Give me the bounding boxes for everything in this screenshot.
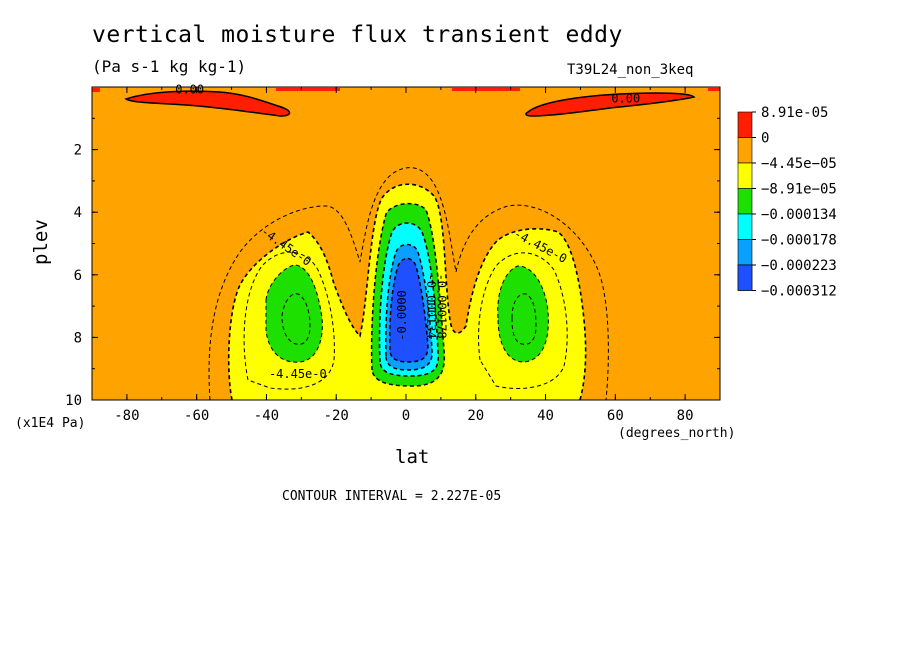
y-axis-ticks: 2 4 6 8 10 xyxy=(65,117,720,409)
contour-line-eq-4 xyxy=(389,257,429,363)
legend-swatch xyxy=(737,137,753,164)
x-tick-label: -40 xyxy=(254,408,279,424)
legend-swatch xyxy=(737,162,753,189)
x-axis-units: (degrees_north) xyxy=(618,426,736,441)
contour-interval-text: CONTOUR INTERVAL = 2.227E-05 xyxy=(282,489,502,504)
contour-line-north-inner xyxy=(478,252,568,389)
y-axis-units: (x1E4 Pa) xyxy=(15,416,86,431)
legend-swatch xyxy=(737,111,753,138)
y-tick-label: 2 xyxy=(74,143,82,159)
field-darkblue xyxy=(389,258,428,362)
contour-label: -0.0000 xyxy=(395,290,409,341)
legend-label: 8.91e-05 xyxy=(761,105,828,121)
y-tick-label: 8 xyxy=(74,330,82,346)
x-tick-label: 40 xyxy=(537,408,554,424)
x-tick-label: 60 xyxy=(607,408,624,424)
contour-line-layer xyxy=(124,90,696,400)
legend-swatch xyxy=(737,213,753,240)
y-tick-label: 10 xyxy=(65,393,82,409)
contour-line-eq-1 xyxy=(370,202,446,387)
legend-label: −0.000223 xyxy=(761,258,837,274)
field-green-north xyxy=(497,266,549,362)
contour-line-outer xyxy=(208,167,609,400)
x-tick-label: 0 xyxy=(402,408,410,424)
contour-line-eq-3 xyxy=(385,243,433,371)
legend-swatch xyxy=(737,188,753,215)
legend-swatch-last xyxy=(737,264,753,291)
run-label: T39L24_non_3keq xyxy=(567,62,694,78)
contour-line-north-core xyxy=(511,293,537,345)
field-red-edge-left xyxy=(92,88,100,92)
contour-label: -0.000178 xyxy=(434,274,448,339)
contour-line-eq-2 xyxy=(378,222,440,377)
x-tick-label: -60 xyxy=(184,408,209,424)
contour-label: -4.45e-0 xyxy=(269,367,327,381)
legend-label: 0 xyxy=(761,131,769,147)
legend-label: −0.000134 xyxy=(761,207,837,223)
field-red-edge-right xyxy=(708,88,720,91)
contour-label: 0.00 xyxy=(175,82,204,96)
contour-line-south-inner xyxy=(243,251,335,390)
contour-label: 0.00 xyxy=(611,92,640,106)
field-red-north xyxy=(525,93,694,116)
contour-label: -0.000134 xyxy=(424,274,438,339)
field-red-top-mid1 xyxy=(276,88,340,91)
chart-title: vertical moisture flux transient eddy xyxy=(92,22,623,48)
contour-fill-layer xyxy=(92,87,720,400)
contour-line-south-core xyxy=(281,293,311,345)
legend-label: −0.000312 xyxy=(761,284,837,300)
legend-label: −0.000178 xyxy=(761,233,837,249)
x-axis-label: lat xyxy=(395,446,430,468)
legend-label: −8.91e−05 xyxy=(761,182,837,198)
y-tick-label: 6 xyxy=(74,268,82,284)
legend-swatch xyxy=(737,239,753,266)
contour-line-zero-north xyxy=(525,92,696,117)
chart-units: (Pa s-1 kg kg-1) xyxy=(92,57,247,76)
x-tick-label: 20 xyxy=(467,408,484,424)
x-tick-label: -20 xyxy=(324,408,349,424)
field-red-top-mid2 xyxy=(452,88,520,91)
contour-line-green-north-edge xyxy=(497,265,549,363)
contour-line-green-south-edge xyxy=(265,264,323,363)
x-tick-label: -80 xyxy=(114,408,139,424)
color-legend: 8.91e-05 0 −4.45e−05 −8.91e−05 −0.000134 −0.0… xyxy=(737,105,837,300)
legend-label: −4.45e−05 xyxy=(761,156,837,172)
contour-line-zero-south xyxy=(124,90,291,117)
x-tick-label: 80 xyxy=(677,408,694,424)
y-tick-label: 4 xyxy=(74,205,82,221)
